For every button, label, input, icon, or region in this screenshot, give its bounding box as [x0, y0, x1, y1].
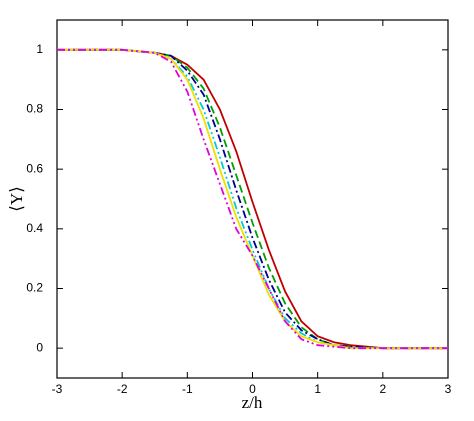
x-tick-label: -2 [117, 382, 128, 396]
y-tick-label: 1 [36, 42, 43, 56]
x-tick-label: 0 [249, 382, 256, 396]
x-tick-label: 1 [314, 382, 321, 396]
y-tick-label: 0.4 [26, 221, 43, 235]
series-line [57, 48, 448, 350]
series-line [57, 48, 448, 350]
x-tick-label: -1 [182, 382, 193, 396]
x-axis-label: z/h [242, 393, 263, 412]
y-tick-label: 0.2 [26, 281, 43, 295]
y-tick-label: 0.6 [26, 161, 43, 175]
y-tick-label: 0 [36, 340, 43, 354]
series-line [57, 48, 448, 350]
x-tick-label: -3 [52, 382, 63, 396]
x-tick-label: 3 [445, 382, 452, 396]
y-axis-label: ⟨Y⟩ [7, 186, 26, 212]
x-tick-label: 2 [379, 382, 386, 396]
series-line [57, 48, 448, 350]
y-tick-label: 0.8 [26, 102, 43, 116]
series-line [57, 48, 448, 350]
series-line [57, 48, 448, 350]
plot-frame [56, 19, 449, 379]
